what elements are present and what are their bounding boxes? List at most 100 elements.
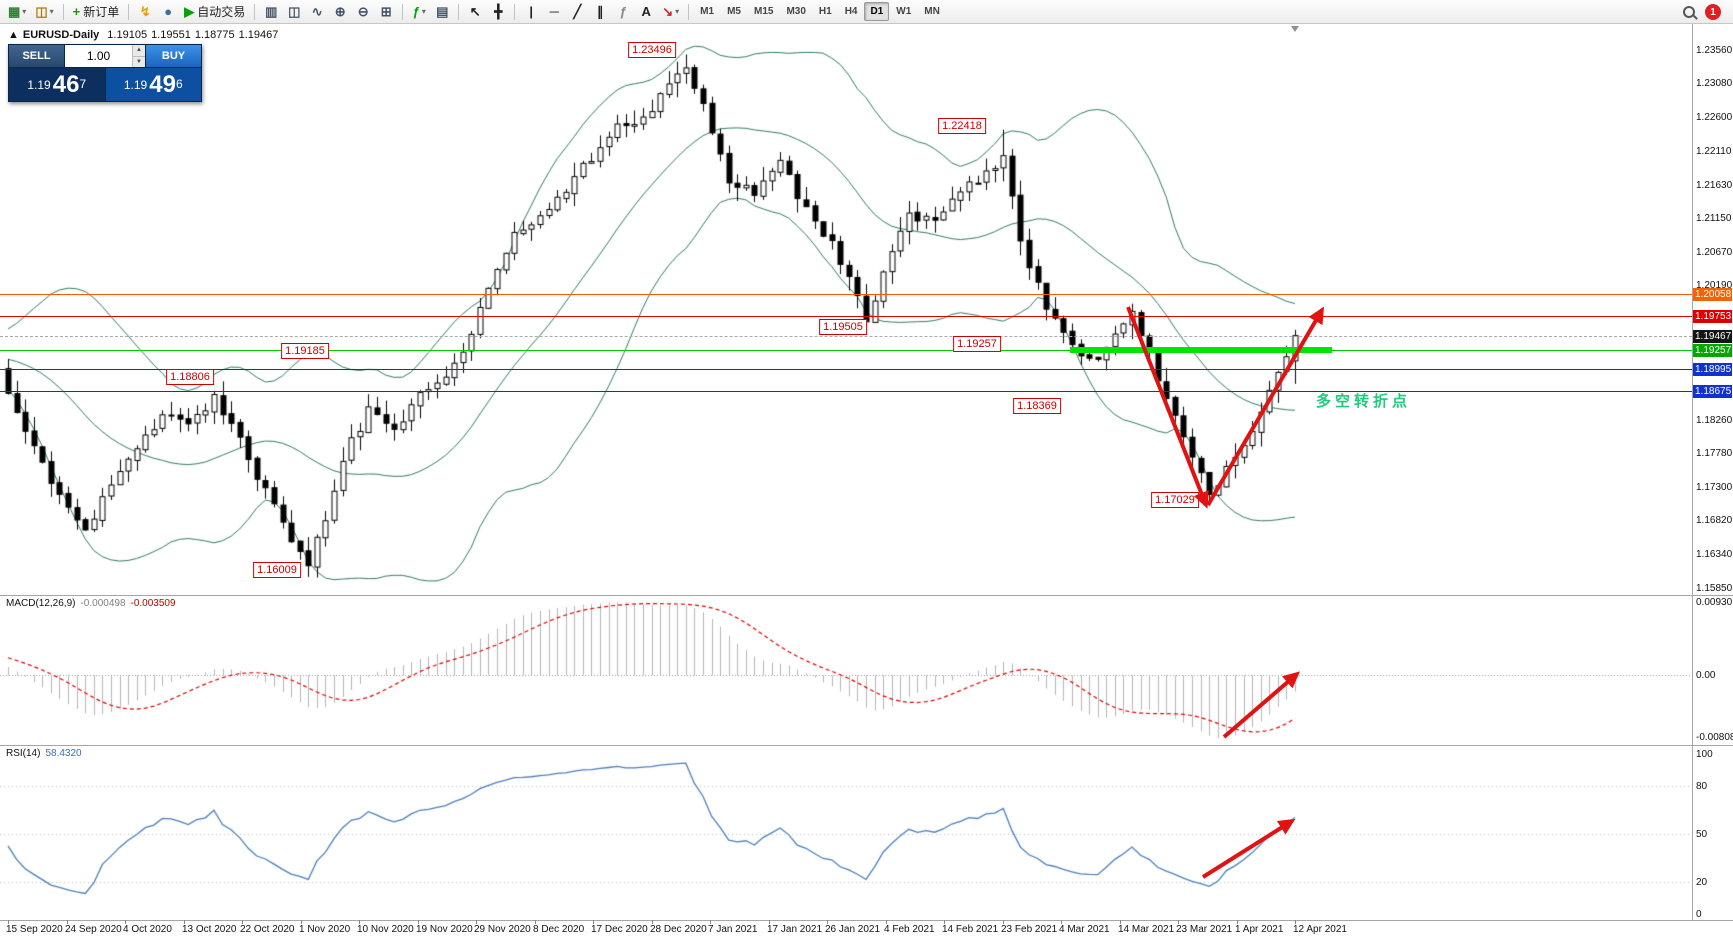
timeframe-h1-button[interactable]: H1 <box>818 6 832 17</box>
time-axis-tick <box>1061 920 1062 924</box>
zoom-out-icon: ⊖ <box>357 4 369 19</box>
horizontal-line-1.18675[interactable] <box>0 391 1692 392</box>
candle-chart-mode-button[interactable]: ◫ <box>283 2 305 22</box>
toolbar-separator <box>62 3 64 20</box>
timeframe-mn-button[interactable]: MN <box>924 6 940 17</box>
price-chart-canvas[interactable] <box>0 24 1692 595</box>
tile-windows-button[interactable]: ▤ <box>431 2 453 22</box>
chart-profiles-button[interactable]: ◫ ▾ <box>31 2 57 22</box>
indicators-button[interactable]: ƒ ▾ <box>408 2 430 22</box>
bar-chart-mode-icon: ▥ <box>265 4 278 19</box>
ask-price[interactable]: 1.19 49 6 <box>104 68 201 101</box>
market-depth-button[interactable]: ● <box>157 2 179 22</box>
bar-chart-mode-button[interactable]: ▥ <box>260 2 282 22</box>
price-note-1.17029[interactable]: 1.17029 <box>1151 492 1199 508</box>
notification-badge[interactable]: 1 <box>1705 4 1721 20</box>
timeframe-w1-button[interactable]: W1 <box>896 6 912 17</box>
fibonacci-tool-button[interactable]: ƒ <box>612 2 634 22</box>
ohlc-high: 1.19551 <box>151 29 191 41</box>
horizontal-line-1.18995[interactable] <box>0 369 1692 370</box>
rsi-axis-label: 80 <box>1696 781 1708 792</box>
price-axis-tag: 1.19467 <box>1693 329 1732 343</box>
chart-symbol-label: EURUSD-Daily <box>22 29 100 41</box>
candle-chart-mode-icon: ◫ <box>288 4 301 19</box>
crosshair-button[interactable]: ╋ <box>487 2 509 22</box>
time-axis-label: 23 Mar 2021 <box>1176 924 1233 935</box>
new-chart-icon: ▦ <box>8 4 21 19</box>
zoom-out-button[interactable]: ⊖ <box>352 2 374 22</box>
right-shift-marker[interactable] <box>1291 26 1299 32</box>
text-tool-button[interactable]: A <box>635 2 657 22</box>
time-axis-label: 14 Feb 2021 <box>942 924 999 935</box>
volume-input[interactable] <box>65 45 132 67</box>
price-note-1.18806[interactable]: 1.18806 <box>166 369 214 385</box>
time-axis-label: 19 Nov 2020 <box>416 924 473 935</box>
price-note-1.19505[interactable]: 1.19505 <box>819 319 867 335</box>
time-axis-tick <box>301 920 302 924</box>
rsi-canvas[interactable] <box>0 745 1692 920</box>
channel-tool-button[interactable]: ∥ <box>589 2 611 22</box>
chart-note-text[interactable]: 多空转折点 <box>1316 393 1412 410</box>
price-note-1.16009[interactable]: 1.16009 <box>253 562 301 578</box>
channel-tool-icon: ∥ <box>597 4 604 19</box>
horizontal-line-tool-icon: ─ <box>549 4 559 19</box>
timeframe-m15-button[interactable]: M15 <box>753 6 774 17</box>
trendline-tool-button[interactable]: ╱ <box>566 2 588 22</box>
vertical-line-tool-button[interactable]: | <box>520 2 542 22</box>
price-note-1.18369[interactable]: 1.18369 <box>1013 398 1061 414</box>
macd-value-main: -0.000498 <box>80 598 126 609</box>
horizontal-line-1.20058[interactable] <box>0 294 1692 295</box>
macd-name: MACD(12,26,9) <box>6 598 76 609</box>
timeframe-d1-button[interactable]: D1 <box>864 2 890 21</box>
time-axis-tick <box>827 920 828 924</box>
search-icon[interactable] <box>1681 4 1697 20</box>
timeframe-m30-button[interactable]: M30 <box>786 6 806 17</box>
volume-up-icon[interactable]: ▲ <box>133 45 145 57</box>
price-axis-tag: 1.20058 <box>1693 288 1732 302</box>
price-note-1.19257[interactable]: 1.19257 <box>953 336 1001 352</box>
time-axis-label: 10 Nov 2020 <box>357 924 414 935</box>
cursor-button[interactable]: ↖ <box>464 2 486 22</box>
buy-button[interactable]: BUY <box>145 45 201 67</box>
price-note-1.22418[interactable]: 1.22418 <box>938 118 986 134</box>
horizontal-line-1.19257[interactable] <box>0 350 1692 351</box>
volume-spinner: ▲ ▼ <box>132 45 145 67</box>
ohlc-close: 1.19467 <box>238 29 279 41</box>
timeframe-h4-button[interactable]: H4 <box>844 6 858 17</box>
arrows-tool-button[interactable]: ↘ ▾ <box>658 2 683 22</box>
market-depth-icon: ● <box>164 4 173 19</box>
timeframe-m5-button[interactable]: M5 <box>727 6 741 17</box>
new-order-button[interactable]: + 新订单 <box>69 2 124 22</box>
new-chart-button[interactable]: ▦ ▾ <box>4 2 30 22</box>
time-axis-tick <box>710 920 711 924</box>
ask-price-head: 1.19 <box>123 77 148 92</box>
time-axis-label: 4 Oct 2020 <box>123 924 172 935</box>
volume-down-icon[interactable]: ▼ <box>133 56 145 67</box>
line-chart-mode-button[interactable]: ∿ <box>306 2 328 22</box>
auto-trading-button[interactable]: ▶ 自动交易 <box>180 2 249 22</box>
rsi-header: RSI(14) 58.4320 <box>6 748 87 759</box>
price-note-1.19185[interactable]: 1.19185 <box>281 343 329 359</box>
bid-price-head: 1.19 <box>27 77 51 92</box>
sell-button[interactable]: SELL <box>9 45 65 67</box>
zoom-in-button[interactable]: ⊕ <box>329 2 351 22</box>
horizontal-line-tool-button[interactable]: ─ <box>543 2 565 22</box>
panel-separator[interactable] <box>0 745 1733 746</box>
chart-profiles-icon: ◫ <box>35 4 48 19</box>
grid-button[interactable]: ⊞ <box>375 2 397 22</box>
time-axis-tick <box>67 920 68 924</box>
price-note-1.23496[interactable]: 1.23496 <box>628 42 676 58</box>
panel-separator[interactable] <box>0 595 1733 596</box>
ohlc-open: 1.19105 <box>107 29 148 41</box>
bid-price-point: 7 <box>79 76 87 91</box>
time-axis-label: 13 Oct 2020 <box>182 924 237 935</box>
quick-trade-button[interactable]: ↯ <box>134 2 156 22</box>
horizontal-line-1.19753[interactable] <box>0 316 1692 317</box>
macd-canvas[interactable] <box>0 595 1692 745</box>
timeframe-m1-button[interactable]: M1 <box>700 6 715 17</box>
horizontal-line-1.19467[interactable] <box>0 336 1692 337</box>
thick-support-level-line[interactable] <box>1070 347 1332 354</box>
price-axis-label: 1.22600 <box>1696 111 1733 123</box>
bid-price[interactable]: 1.19 46 7 <box>9 68 105 101</box>
arrows-tool-icon: ↘ <box>662 4 674 19</box>
